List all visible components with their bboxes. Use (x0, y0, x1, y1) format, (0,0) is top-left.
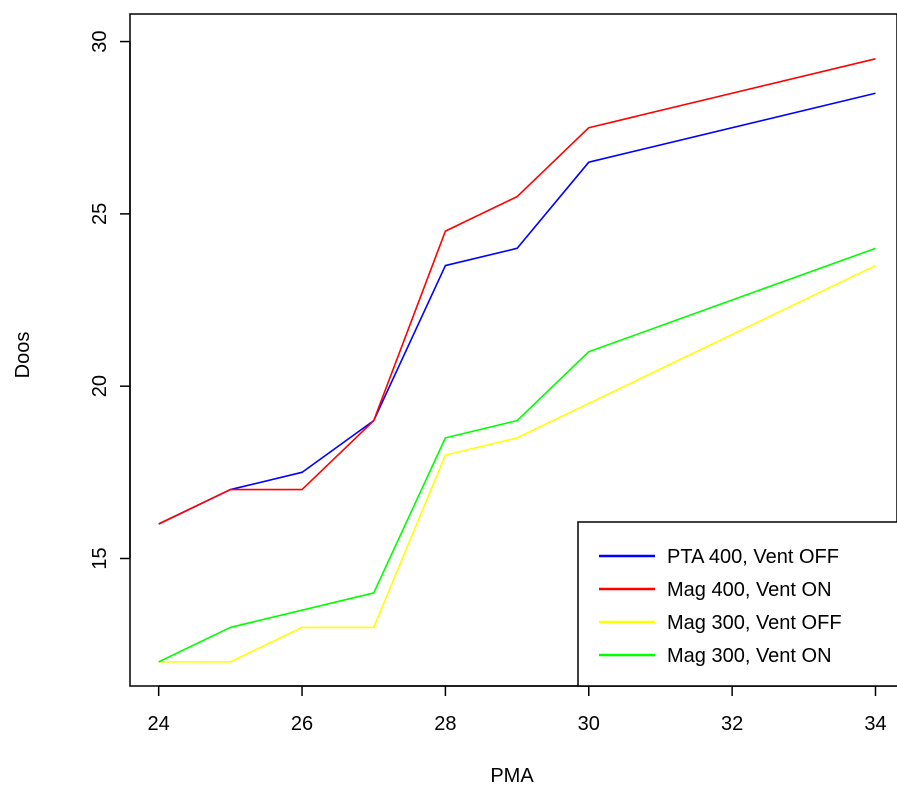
y-tick-label-1: 20 (89, 375, 111, 397)
x-tick-label-4: 32 (721, 713, 743, 735)
legend-box (577, 521, 897, 687)
series-line-1 (158, 58, 876, 525)
legend-label-3: Mag 300, Vent ON (667, 645, 832, 667)
y-tick-label-2: 25 (89, 203, 111, 225)
y-tick-label-3: 30 (89, 30, 111, 52)
legend-label-0: PTA 400, Vent OFF (667, 546, 839, 568)
x-tick-label-3: 30 (578, 713, 600, 735)
series-layer (158, 58, 876, 663)
legend: PTA 400, Vent OFF Mag 400, Vent ON Mag 300… (577, 521, 897, 687)
x-tick-label-2: 28 (434, 713, 456, 735)
y-axis: 15 20 25 30 (89, 30, 131, 570)
x-axis-title: PMA (490, 765, 534, 787)
legend-label-2: Mag 300, Vent OFF (667, 612, 842, 634)
y-axis-title: Doos (12, 332, 34, 379)
x-axis: 24 26 28 30 32 34 (148, 685, 887, 735)
x-tick-label-5: 34 (864, 713, 886, 735)
y-tick-label-0: 15 (89, 547, 111, 569)
legend-label-1: Mag 400, Vent ON (667, 579, 832, 601)
x-tick-label-1: 26 (291, 713, 313, 735)
series-line-2 (158, 264, 876, 663)
series-line-0 (158, 92, 876, 525)
x-tick-label-0: 24 (148, 713, 170, 735)
series-line-3 (158, 247, 876, 663)
